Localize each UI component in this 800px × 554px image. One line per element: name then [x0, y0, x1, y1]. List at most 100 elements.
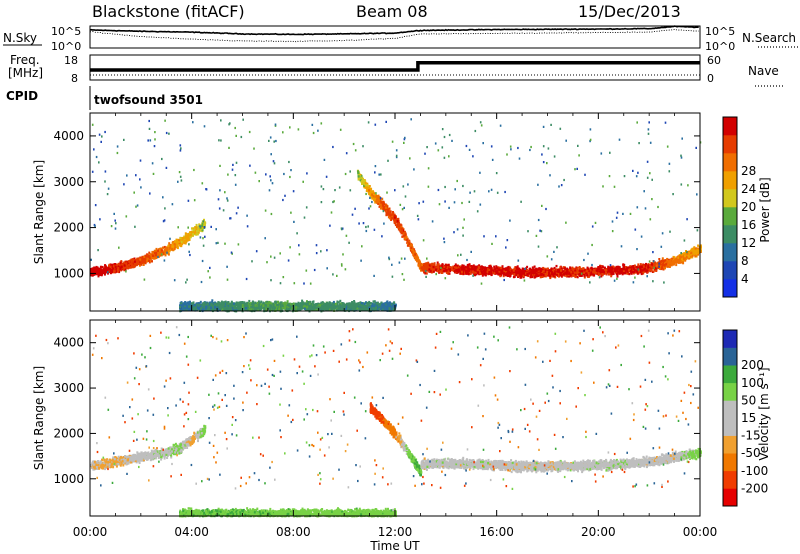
freq-panel-frame [89, 54, 701, 81]
rti-point [562, 266, 565, 269]
rti-point [662, 263, 664, 266]
cpid-label: CPID [6, 89, 38, 103]
rti-point [580, 274, 583, 277]
rti-point [465, 272, 468, 275]
rti-point [633, 264, 636, 267]
rti-point [515, 269, 517, 272]
rti-point [574, 275, 577, 279]
noise-left-label: N.Sky [3, 31, 37, 45]
rti-point [575, 275, 578, 278]
rti-point [520, 269, 523, 273]
rti-point [195, 228, 198, 232]
rti-point [157, 252, 160, 255]
rti-point [512, 275, 515, 279]
rti-point [368, 185, 371, 188]
rti-point [400, 232, 403, 235]
rti-point [114, 267, 117, 270]
rti-point [379, 207, 382, 210]
rti-point [639, 270, 642, 274]
rti-point [141, 260, 143, 263]
rti-point [546, 270, 549, 274]
rti-point [682, 261, 685, 265]
rti-point [182, 237, 185, 241]
rti-point [416, 256, 419, 259]
rti-point [668, 265, 671, 268]
rti-point [137, 261, 140, 264]
rti-point [632, 267, 635, 271]
rti-point [177, 240, 180, 244]
rti-point [381, 197, 384, 201]
rti-point [163, 248, 166, 251]
rti-point [541, 275, 544, 278]
rti-point [96, 271, 99, 274]
rti-point [658, 258, 661, 261]
rti-point [477, 270, 480, 274]
rti-point [597, 268, 599, 271]
rti-point [516, 265, 519, 268]
rti-point [358, 177, 361, 180]
rti-point [201, 222, 204, 225]
rti-point [534, 268, 537, 271]
rti-point [430, 267, 433, 270]
rti-point [122, 266, 125, 269]
rti-point [504, 268, 507, 271]
rti-point [601, 265, 604, 268]
rti-point [182, 240, 185, 243]
rti-point [179, 236, 182, 240]
rti-point [466, 263, 469, 267]
rti-point [406, 244, 409, 247]
rti-point [685, 250, 687, 253]
rti-point [410, 246, 413, 249]
rti-point [194, 226, 197, 229]
rti-point [610, 272, 613, 276]
rti-point [154, 251, 156, 255]
rti-point [542, 270, 545, 273]
rti-point [130, 258, 133, 261]
rti-point [617, 271, 620, 274]
rti-point [684, 259, 687, 262]
rti-point [369, 192, 372, 196]
rti-point [203, 218, 205, 222]
rti-point [103, 271, 106, 274]
noise-tick-top-left: 10^5 [51, 25, 81, 38]
rti-point [117, 262, 120, 266]
rti-point [184, 241, 187, 245]
rti-point [116, 265, 119, 268]
rti-point [123, 264, 126, 267]
rti-point [611, 267, 613, 271]
rti-point [490, 268, 493, 272]
rti-point [99, 265, 102, 269]
rti-point [650, 268, 653, 271]
rti-point [195, 223, 198, 227]
rti-point [173, 247, 176, 251]
rti-point [363, 186, 366, 189]
rti-point [592, 271, 595, 274]
freq-panel: Freq. [MHz] 18 8 60 0 Nave [8, 53, 785, 87]
rti-point [662, 259, 665, 263]
rti-point [125, 262, 128, 266]
rti-point [628, 272, 631, 276]
rti-point [90, 269, 93, 273]
rti-point [199, 226, 202, 229]
rti-point [667, 263, 670, 267]
rti-point [549, 276, 552, 280]
rti-point [540, 269, 542, 273]
rti-point [536, 268, 539, 271]
rti-point [394, 217, 397, 221]
rti-point [372, 195, 375, 198]
rti-point [109, 271, 112, 275]
rti-point [135, 260, 138, 264]
rti-point [697, 244, 700, 247]
rti-point [586, 275, 589, 278]
rti-point [425, 265, 428, 269]
rti-point [583, 276, 586, 279]
rti-point [396, 220, 399, 223]
rti-point [404, 233, 407, 236]
rti-point [377, 194, 380, 197]
rti-point [159, 250, 162, 253]
rti-point [607, 270, 610, 273]
rti-point [517, 270, 520, 274]
rti-point [533, 273, 536, 276]
rti-point [366, 182, 369, 186]
